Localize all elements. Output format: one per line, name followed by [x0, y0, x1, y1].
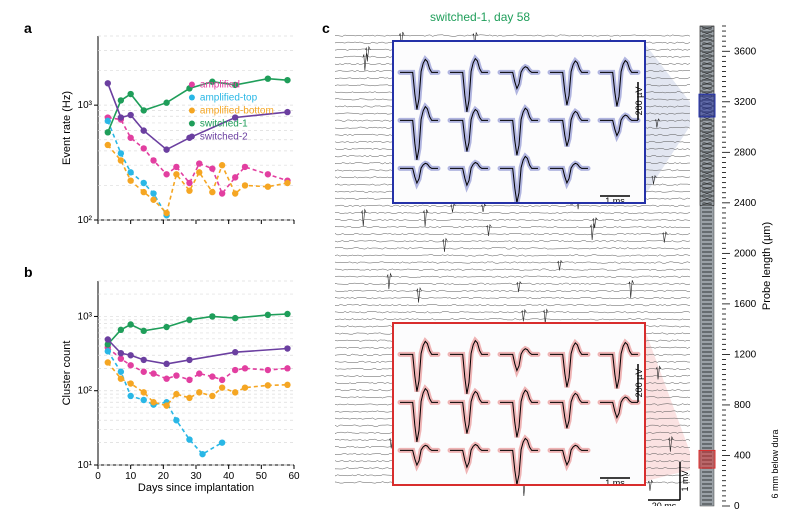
probe-diagram: 0 400 800 1200 1600 2000 2400 2800 3200 3600 Probe…: [694, 22, 800, 512]
svg-text:20: 20: [158, 471, 170, 482]
svg-text:Cluster count: Cluster count: [61, 341, 73, 406]
svg-text:3600: 3600: [734, 46, 757, 57]
svg-text:400: 400: [734, 450, 751, 461]
svg-text:2000: 2000: [734, 248, 757, 259]
svg-text:10³: 10³: [78, 311, 93, 322]
svg-text:60: 60: [288, 471, 300, 482]
inset-bottom: 1 ms 200 µV: [392, 322, 646, 486]
svg-text:switched-2: switched-2: [200, 132, 248, 143]
svg-text:30: 30: [190, 471, 202, 482]
svg-text:200 µV: 200 µV: [634, 87, 644, 116]
svg-text:200 µV: 200 µV: [634, 369, 644, 398]
chart-b: 10¹ 10² 10³ 0 10 20 30 40 50 60 Cluster count Days …: [60, 275, 300, 495]
svg-text:40: 40: [223, 471, 235, 482]
svg-text:1200: 1200: [734, 349, 757, 360]
svg-text:amplified-bottom: amplified-bottom: [200, 106, 274, 117]
svg-text:1600: 1600: [734, 299, 757, 310]
svg-text:2800: 2800: [734, 147, 757, 158]
svg-text:1 ms: 1 ms: [605, 196, 625, 202]
svg-text:Days since implantation: Days since implantation: [138, 482, 254, 494]
svg-text:1 mV: 1 mV: [680, 470, 690, 491]
svg-text:2400: 2400: [734, 198, 757, 209]
svg-text:0: 0: [734, 501, 740, 512]
panel-label-a: a: [24, 20, 32, 36]
svg-text:6 mm below dura: 6 mm below dura: [770, 429, 780, 498]
inset-top: 1 ms 200 µV: [392, 40, 646, 204]
svg-text:800: 800: [734, 400, 751, 411]
svg-text:amplified: amplified: [200, 80, 240, 91]
svg-text:50: 50: [256, 471, 268, 482]
panel-label-c: c: [322, 20, 330, 36]
svg-text:10: 10: [125, 471, 137, 482]
svg-text:Event rate (Hz): Event rate (Hz): [61, 91, 73, 165]
svg-text:10²: 10²: [78, 386, 93, 397]
figure-root: { "layout": { "width": 800, "height": 53…: [0, 0, 800, 532]
chart-a: 10² 10³ Event rate (Hz) amplified amplified-…: [60, 30, 300, 230]
svg-text:10²: 10²: [78, 215, 93, 226]
panel-c-title: switched-1, day 58: [430, 10, 530, 24]
svg-text:switched-1: switched-1: [200, 119, 248, 130]
svg-text:0: 0: [95, 471, 101, 482]
svg-text:10³: 10³: [78, 100, 93, 111]
svg-text:1 ms: 1 ms: [605, 478, 625, 484]
svg-text:amplified-top: amplified-top: [200, 93, 258, 104]
svg-text:10¹: 10¹: [78, 460, 93, 471]
svg-text:20 ms: 20 ms: [652, 501, 677, 506]
panel-label-b: b: [24, 264, 33, 280]
svg-text:3200: 3200: [734, 97, 757, 108]
svg-text:Probe length (µm): Probe length (µm): [761, 222, 773, 310]
